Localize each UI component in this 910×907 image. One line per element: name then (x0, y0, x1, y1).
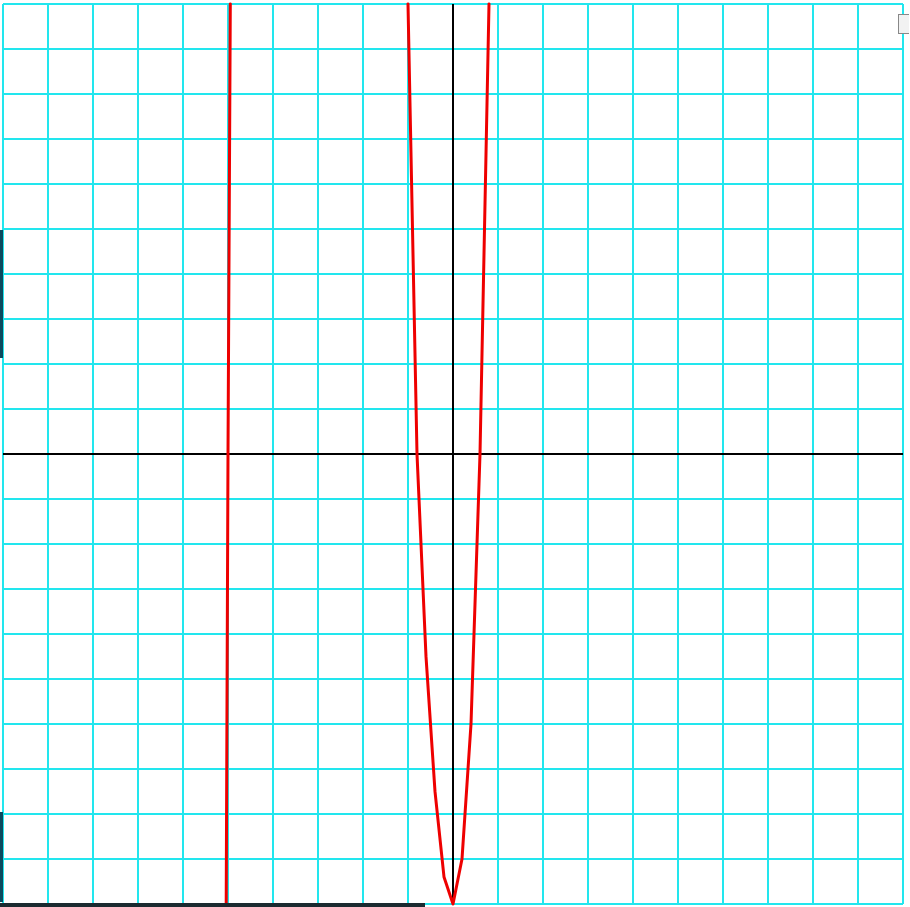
window-edge-accent (0, 812, 3, 902)
taskbar-strip (0, 903, 425, 907)
curve-segment (406, 2, 491, 906)
curve-segment (224, 2, 232, 906)
window-corner-widget[interactable] (898, 14, 909, 34)
window-edge-accent (0, 230, 3, 358)
